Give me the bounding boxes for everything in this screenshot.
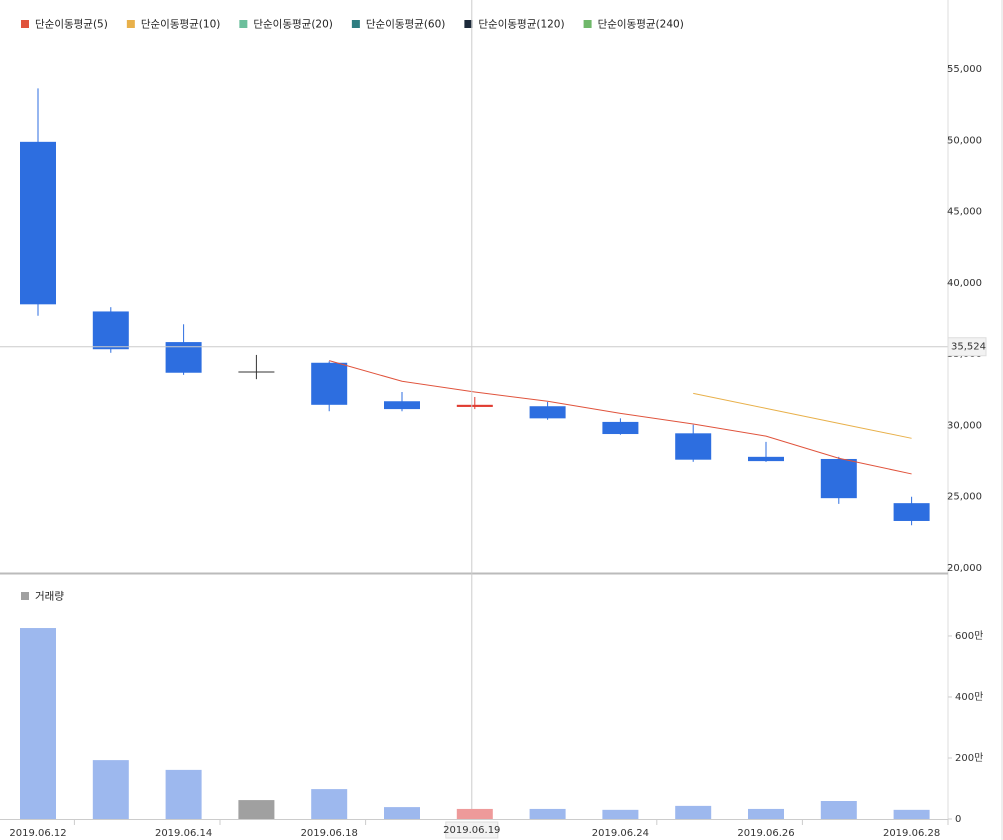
candle-body <box>675 433 712 460</box>
x-tick-label: 2019.06.12 <box>9 828 66 839</box>
candle-body <box>384 401 420 410</box>
volume-bar <box>92 760 129 819</box>
candle-body <box>893 503 930 521</box>
volume-bar <box>311 789 348 819</box>
volume-bar <box>748 808 784 819</box>
candle-body <box>820 458 857 499</box>
legend-swatch <box>21 592 29 600</box>
y-tick-label: 20,000 <box>947 563 982 574</box>
crosshair-price-label: 35,524 <box>951 342 986 353</box>
volume-bar <box>602 809 639 819</box>
y-tick-label: 0 <box>955 814 961 825</box>
candle-body <box>529 406 566 419</box>
y-tick-label: 40,000 <box>947 278 982 289</box>
candle-body <box>311 362 348 405</box>
legend-swatch <box>239 20 248 28</box>
x-tick-label: 2019.06.14 <box>155 828 212 839</box>
y-tick-label: 200만 <box>955 752 983 764</box>
legend-label: 단순이동평균(60) <box>366 19 446 31</box>
legend-swatch <box>126 20 135 28</box>
volume-bar <box>165 769 202 819</box>
x-tick-label: 2019.06.24 <box>592 828 649 839</box>
volume-bar <box>384 807 420 819</box>
volume-bar <box>893 809 930 819</box>
candle-body <box>748 456 784 462</box>
legend-swatch <box>21 20 29 28</box>
moving-average-line <box>329 360 912 475</box>
y-tick-label: 400만 <box>955 691 983 703</box>
y-tick-label: 30,000 <box>947 420 982 431</box>
legend-label: 단순이동평균(20) <box>253 19 333 31</box>
volume-bar <box>675 805 712 819</box>
candle-body <box>602 421 639 435</box>
y-tick-label: 50,000 <box>947 135 982 146</box>
legend-label: 단순이동평균(5) <box>35 19 108 31</box>
legend-label: 단순이동평균(240) <box>598 19 684 31</box>
candle-body <box>92 311 129 350</box>
crosshair-date-box <box>445 821 499 839</box>
legend-label: 단순이동평균(120) <box>478 19 564 31</box>
y-tick-label: 25,000 <box>947 492 982 503</box>
y-tick-label: 55,000 <box>947 64 982 75</box>
volume-bar <box>529 808 566 819</box>
volume-bar <box>238 800 275 819</box>
legend-label: 단순이동평균(10) <box>141 19 221 31</box>
legend-swatch <box>464 20 473 28</box>
candle-body <box>456 404 493 407</box>
moving-average-line <box>693 392 912 439</box>
legend-label: 거래량 <box>35 591 64 603</box>
x-tick-label: 2019.06.18 <box>301 828 358 839</box>
volume-bar <box>456 808 493 819</box>
legend-swatch <box>351 20 360 28</box>
crosshair-date-label: 2019.06.19 <box>443 825 500 836</box>
volume-bar <box>20 628 56 819</box>
volume-bar <box>820 801 857 819</box>
legend-swatch <box>583 20 592 28</box>
crosshair-price-box <box>947 337 987 357</box>
candle-body <box>20 141 56 305</box>
x-tick-label: 2019.06.26 <box>737 828 794 839</box>
y-tick-label: 45,000 <box>947 207 982 218</box>
y-tick-label: 600만 <box>955 630 983 642</box>
x-tick-label: 2019.06.28 <box>883 828 940 839</box>
